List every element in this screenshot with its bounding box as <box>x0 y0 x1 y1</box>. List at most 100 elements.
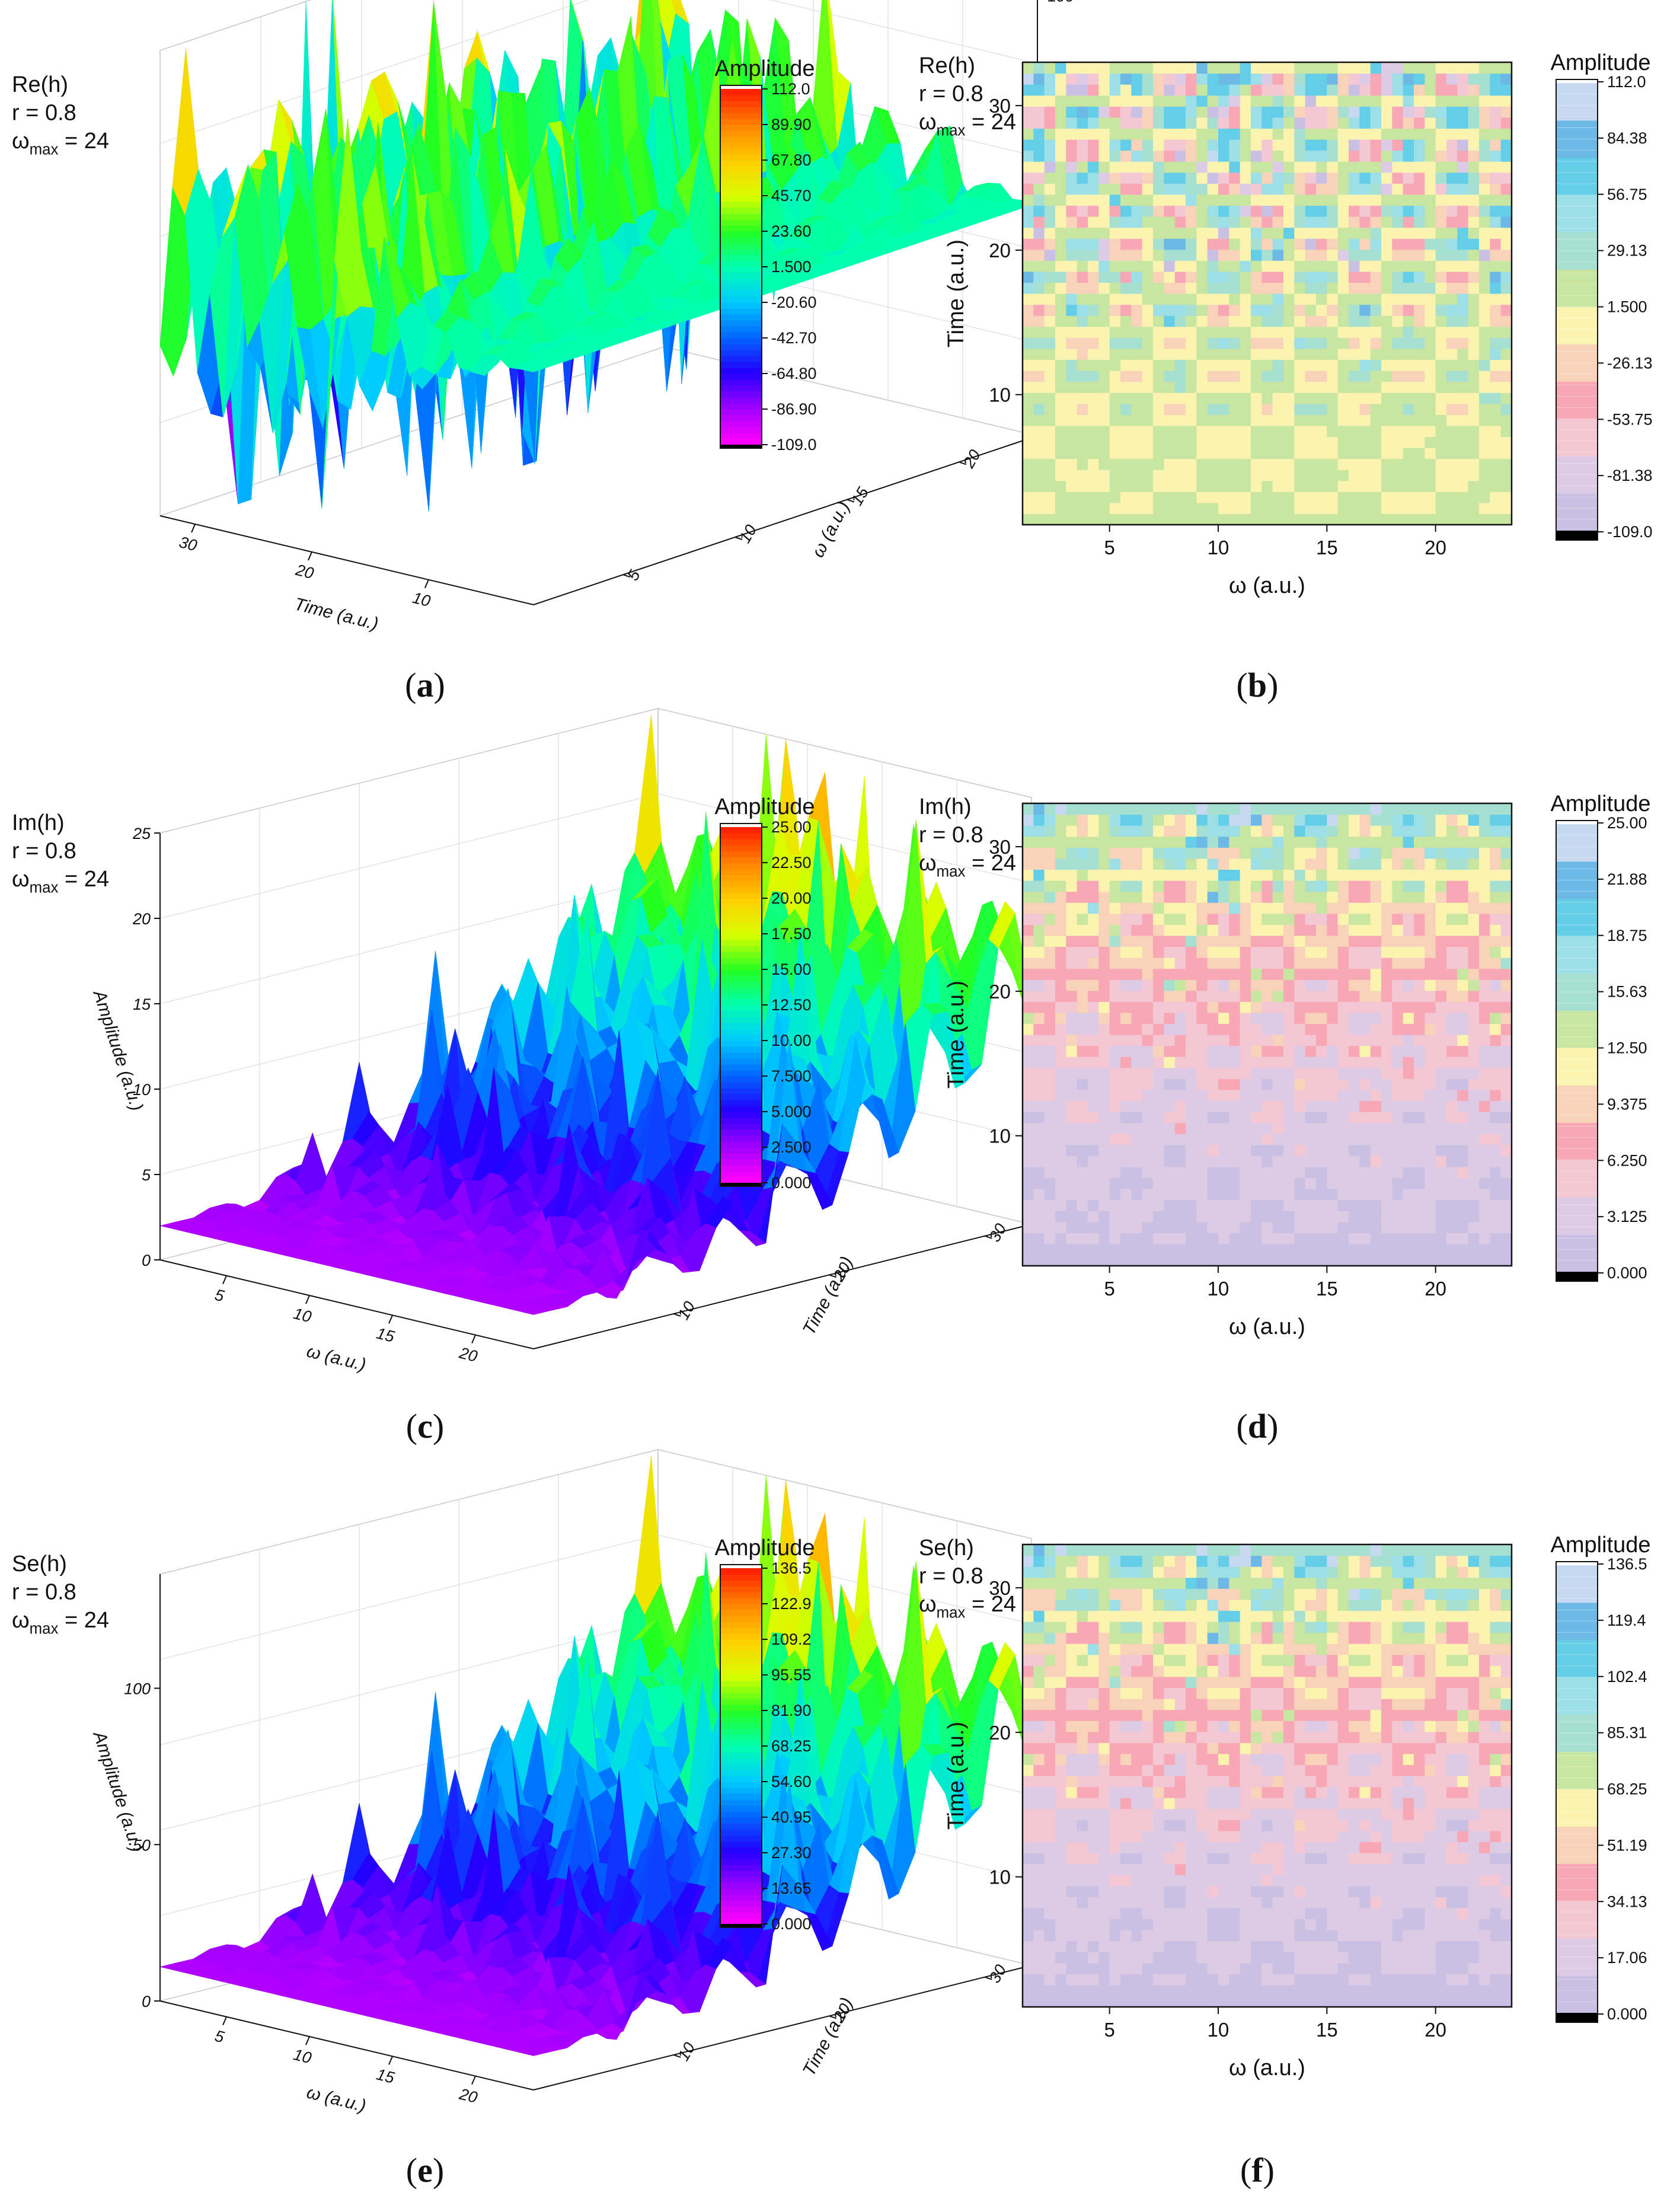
heatmap-cell <box>1359 326 1371 338</box>
colorbar-band <box>720 261 762 267</box>
heatmap-cell <box>1359 216 1371 228</box>
heatmap-cell <box>1142 249 1154 261</box>
heatmap-cell <box>1174 513 1186 525</box>
heatmap-cell <box>1088 1023 1099 1035</box>
heatmap-cell <box>1109 139 1121 151</box>
heatmap-cell <box>1479 392 1490 404</box>
heatmap-cell <box>1088 803 1099 815</box>
heatmap-cell <box>1294 392 1306 404</box>
heatmap-cell <box>1479 95 1490 107</box>
heatmap-cell <box>1098 1189 1110 1201</box>
heatmap-cell <box>1131 1045 1143 1057</box>
heatmap-cell <box>1479 359 1490 371</box>
heatmap-cell <box>1044 480 1056 492</box>
heatmap-cell <box>1435 425 1447 438</box>
heatmap-cell <box>1490 205 1502 217</box>
heatmap-cell <box>1142 371 1154 382</box>
heatmap-cell <box>1088 1122 1099 1134</box>
heatmap-cell <box>1370 304 1382 316</box>
heatmap-cell <box>1251 194 1262 206</box>
heatmap-cell <box>1316 260 1327 272</box>
heatmap-cell <box>1327 414 1339 426</box>
heatmap-cell <box>1283 150 1295 162</box>
heatmap-cell <box>1055 946 1066 958</box>
heatmap-cell <box>1153 216 1164 228</box>
heatmap-cell <box>1120 1144 1132 1156</box>
heatmap-cell <box>1207 216 1219 228</box>
heatmap-cell <box>1240 458 1251 470</box>
heatmap-cell <box>1337 381 1349 393</box>
heatmap-cell <box>1457 470 1469 481</box>
heatmap-cell <box>1044 381 1056 393</box>
heatmap-cell <box>1500 117 1512 129</box>
heatmap-cell <box>1251 425 1262 438</box>
heatmap-cell <box>1153 194 1164 206</box>
heatmap-cell <box>1142 348 1154 360</box>
heatmap-cell <box>1066 902 1078 914</box>
heatmap-cell <box>1066 1012 1078 1025</box>
heatmap-cell <box>1131 392 1143 404</box>
heatmap-cell <box>1033 1211 1045 1223</box>
heatmap-cell <box>1055 326 1066 338</box>
heatmap-cell <box>1218 216 1229 228</box>
heatmap-cell <box>1500 172 1512 184</box>
heatmap-cell <box>1414 128 1425 140</box>
heatmap-cell <box>1349 337 1360 349</box>
heatmap-cell <box>1077 1045 1088 1057</box>
heatmap-cell <box>1131 249 1143 261</box>
heatmap-cell <box>1077 414 1088 426</box>
heatmap-cell <box>1174 106 1186 118</box>
heatmap-cell <box>1033 491 1045 503</box>
heatmap-cell <box>1240 183 1251 195</box>
heatmap-cell <box>1457 337 1469 349</box>
heatmap-cell <box>1098 117 1110 129</box>
heatmap-cell <box>1435 315 1447 327</box>
colorbar-tick-label: 112.0 <box>771 80 810 98</box>
heatmap-cell <box>1077 924 1088 936</box>
heatmap-cell <box>1207 293 1219 305</box>
heatmap-cell <box>1261 448 1273 459</box>
heatmap-cell <box>1066 216 1078 228</box>
heatmap-cell <box>1425 271 1436 283</box>
heatmap-cell <box>1066 880 1078 892</box>
heatmap-cell <box>1392 304 1404 316</box>
heatmap-cell <box>1142 513 1154 525</box>
heatmap-cell <box>1414 436 1425 448</box>
heatmap-cell <box>1033 359 1045 371</box>
heatmap-cell <box>1490 371 1502 382</box>
heatmap-cell <box>1337 414 1349 426</box>
heatmap-cell <box>1425 117 1436 129</box>
heatmap-cell <box>1251 62 1262 74</box>
heatmap-cell <box>1229 106 1241 118</box>
heatmap-cell <box>1055 436 1066 448</box>
heatmap-cell <box>1403 326 1414 338</box>
colorbar-band <box>720 827 762 834</box>
heatmap-cell <box>1240 161 1251 173</box>
heatmap-cell <box>1174 249 1186 261</box>
heatmap-cell <box>1337 359 1349 371</box>
heatmap-cell <box>1023 491 1034 503</box>
heatmap-cell <box>1088 84 1099 96</box>
heatmap-cell <box>1055 304 1066 316</box>
heatmap-cell <box>1207 414 1219 426</box>
heatmap-cell <box>1196 216 1208 228</box>
heatmap-cell <box>1186 491 1197 503</box>
colorbar-band <box>720 433 762 439</box>
heatmap-cell <box>1468 260 1480 272</box>
heatmap-cell <box>1153 470 1164 481</box>
heatmap-cell <box>1370 227 1382 239</box>
heatmap-cell <box>1109 803 1121 815</box>
heatmap-cell <box>1272 326 1284 338</box>
heatmap-cell <box>1207 359 1219 371</box>
heatmap-cell <box>1055 968 1066 980</box>
heatmap-cell <box>1077 337 1088 349</box>
heatmap-cell <box>1098 814 1110 826</box>
heatmap-cell <box>1294 106 1306 118</box>
heatmap-cell <box>1403 227 1414 239</box>
heatmap-cell <box>1414 260 1425 272</box>
heatmap-cell <box>1186 403 1197 415</box>
heatmap-cell <box>1349 348 1360 360</box>
heatmap-cell <box>1403 216 1414 228</box>
heatmap-cell <box>1359 480 1371 492</box>
